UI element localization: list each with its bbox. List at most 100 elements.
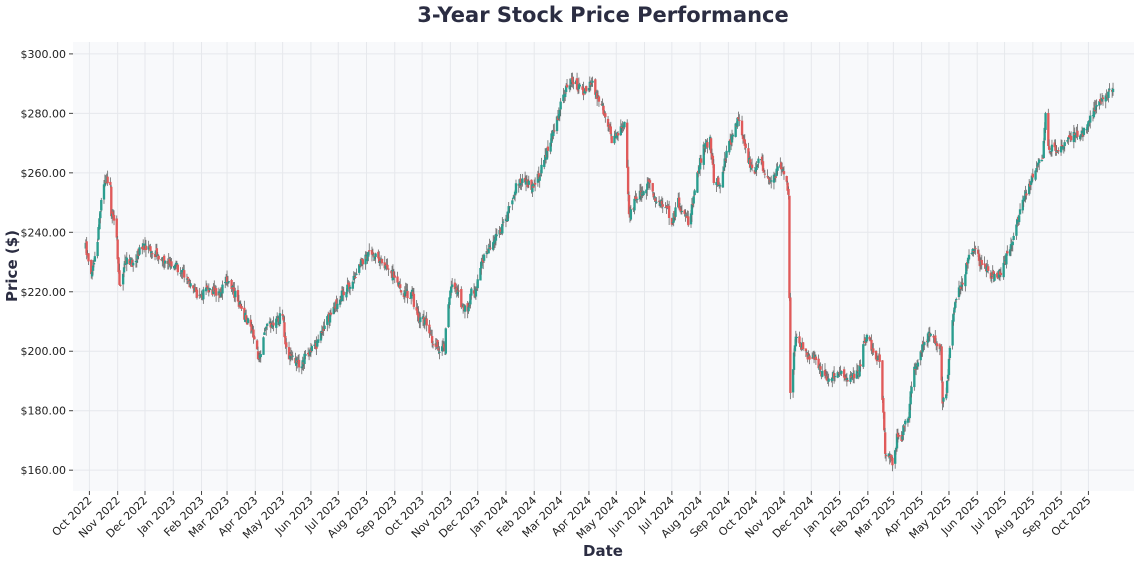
candle-up xyxy=(653,196,656,198)
candle-up xyxy=(300,366,303,369)
candle-up xyxy=(492,242,495,250)
candle-up xyxy=(1016,218,1019,224)
candle-down xyxy=(576,90,580,92)
candle-down xyxy=(740,120,744,136)
candle-up xyxy=(504,218,508,222)
candle-down xyxy=(194,287,198,292)
candle-up xyxy=(1012,235,1015,240)
candle-down xyxy=(213,286,216,292)
candle-down xyxy=(986,266,990,271)
candle-up xyxy=(278,313,282,324)
candle-down xyxy=(657,200,661,202)
candle-down xyxy=(744,143,747,149)
candle-down xyxy=(153,254,157,257)
candle-down xyxy=(874,351,878,360)
candle-down xyxy=(768,178,771,180)
candle-up xyxy=(1017,215,1021,223)
candle-down xyxy=(626,122,629,168)
candle-up xyxy=(990,275,993,277)
candle-down xyxy=(499,229,502,234)
candle-down xyxy=(852,373,856,379)
candle-down xyxy=(761,161,765,171)
candle-up xyxy=(715,181,718,186)
candle-down xyxy=(914,369,917,371)
candle-up xyxy=(698,157,702,170)
candle-up xyxy=(450,286,453,293)
candle-up xyxy=(945,394,948,399)
candle-down xyxy=(652,193,655,198)
candle-up xyxy=(501,224,504,234)
candle-down xyxy=(976,249,980,254)
candle-up xyxy=(373,256,376,260)
candle-up xyxy=(521,178,524,183)
candle-down xyxy=(575,78,579,90)
candle-up xyxy=(138,247,141,255)
candle-down xyxy=(762,170,766,173)
candle-down xyxy=(808,355,811,360)
candle-up xyxy=(100,200,103,211)
candle-down xyxy=(371,252,375,254)
candle-down xyxy=(417,313,420,317)
candle-down xyxy=(782,171,786,175)
candle-up xyxy=(1108,88,1111,90)
candle-down xyxy=(106,176,109,184)
candle-up xyxy=(332,306,335,315)
candle-up xyxy=(520,183,523,185)
candle-down xyxy=(1031,173,1035,178)
candle-up xyxy=(655,201,658,203)
candle-up xyxy=(601,104,604,106)
candle-up xyxy=(623,121,626,128)
candle-up xyxy=(849,374,852,382)
candle-up xyxy=(549,142,552,152)
candle-up xyxy=(558,110,561,116)
candle-up xyxy=(208,288,211,291)
candle-up xyxy=(1037,162,1040,166)
candle-up xyxy=(1072,131,1076,143)
candle-up xyxy=(359,259,363,266)
candle-up xyxy=(902,425,905,436)
candle-up xyxy=(953,307,956,313)
candle-up xyxy=(97,227,100,240)
candle-up xyxy=(511,200,514,205)
candle-down xyxy=(1048,146,1051,150)
candle-down xyxy=(709,138,713,154)
candle-up xyxy=(487,248,490,254)
candle-up xyxy=(303,353,306,364)
candle-up xyxy=(674,207,677,217)
candles xyxy=(84,72,1115,472)
candle-down xyxy=(868,336,871,340)
candle-up xyxy=(527,180,530,185)
y-tick-label: $160.00 xyxy=(21,464,67,477)
candle-down xyxy=(320,331,324,333)
candle-down xyxy=(897,434,901,437)
candle-down xyxy=(763,173,767,175)
candle-up xyxy=(1021,199,1024,211)
candle-up xyxy=(955,298,958,300)
candle-down xyxy=(207,290,211,293)
candle-down xyxy=(116,239,119,260)
candle-down xyxy=(155,248,159,256)
candle-up xyxy=(219,288,222,297)
candle-up xyxy=(135,260,138,263)
candle-down xyxy=(460,288,463,308)
candle-down xyxy=(627,194,631,214)
candle-down xyxy=(249,319,252,327)
candle-up xyxy=(887,453,890,457)
candle-up xyxy=(125,257,128,265)
candle-down xyxy=(90,259,93,275)
candle-up xyxy=(916,362,920,367)
candle-up xyxy=(776,166,779,171)
candle-up xyxy=(1027,183,1031,195)
candle-down xyxy=(412,293,416,307)
candle-down xyxy=(608,123,612,129)
candle-up xyxy=(265,323,269,327)
candle-down xyxy=(998,271,1002,275)
candle-up xyxy=(722,167,726,171)
candle-down xyxy=(1099,99,1102,102)
candle-up xyxy=(672,213,675,223)
candle-up xyxy=(734,123,737,137)
candle-up xyxy=(493,239,497,243)
candle-down xyxy=(888,455,891,458)
candle-up xyxy=(792,352,796,370)
